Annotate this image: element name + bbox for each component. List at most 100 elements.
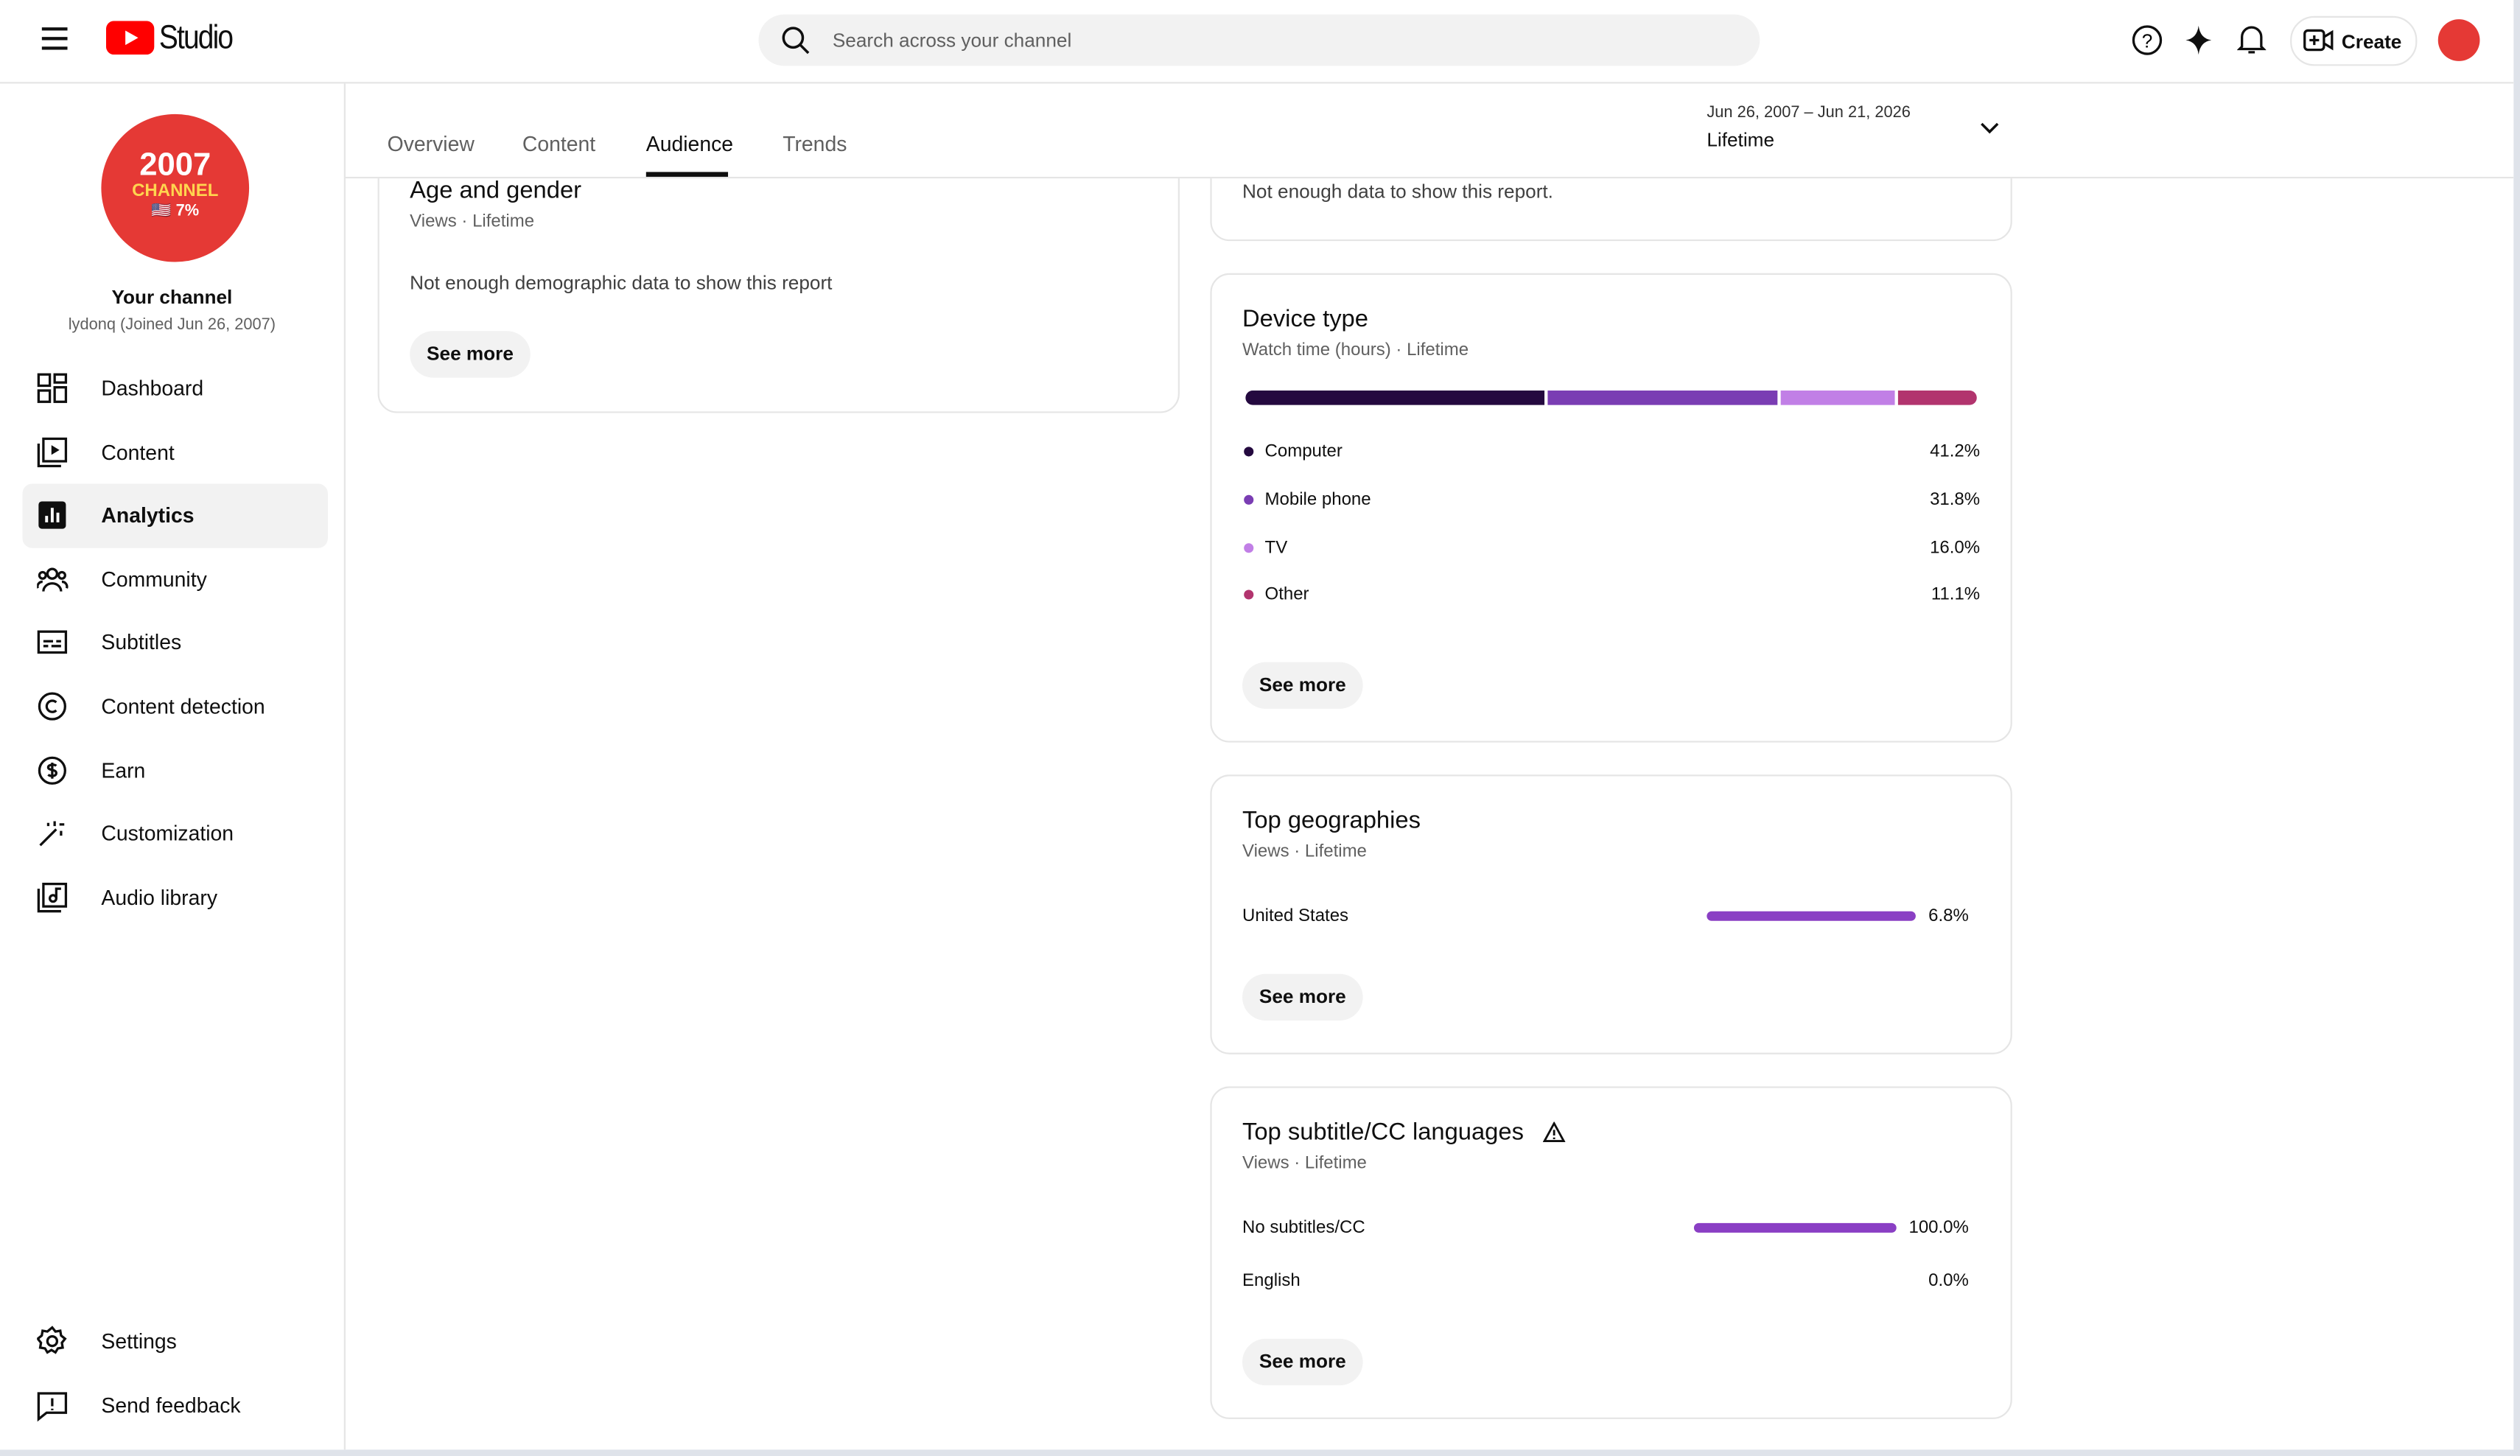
nav-icon <box>37 1392 68 1422</box>
channel-title: Your channel <box>111 286 233 309</box>
nav-icon <box>37 882 68 912</box>
tab-bar: Overview Content Audience Trends Jun 26, 20… <box>345 83 2514 179</box>
date-period[interactable]: Lifetime <box>1707 128 1775 152</box>
card-subtitle: Views · Lifetime <box>410 211 535 232</box>
search-box[interactable]: Search across your channel <box>758 14 1760 66</box>
row-label: English <box>1242 1271 1301 1291</box>
avatar-line: CHANNEL <box>132 181 219 201</box>
nav-icon <box>39 821 65 847</box>
nav-item[interactable]: Content detection <box>23 675 328 739</box>
logo-text: Studio <box>158 19 234 57</box>
dropdown-icon[interactable] <box>1980 122 1999 135</box>
top-geographies-card: Top geographies Views · Lifetime See mor… <box>1210 774 2012 1054</box>
legend-dot <box>1244 542 1254 553</box>
nav-icon <box>37 436 68 467</box>
nav-label: Audio library <box>101 885 218 910</box>
card-title: Age and gender <box>410 176 582 205</box>
legend-value: 16.0% <box>1930 537 1981 557</box>
card-subtitle: Views · Lifetime <box>1242 841 1367 862</box>
nav-item[interactable]: Audio library <box>23 866 328 930</box>
nav-item[interactable]: Content <box>23 421 328 485</box>
subtitle-languages-card: Top subtitle/CC languages Views · Lifeti… <box>1210 1086 2012 1419</box>
help-icon[interactable]: ? <box>2131 24 2163 57</box>
nav-icon <box>37 567 69 592</box>
empty-message: Not enough demographic data to show this… <box>410 271 833 295</box>
sidebar: 2007 CHANNEL 🇺🇸 7% Your channel lydonq (… <box>0 83 346 1450</box>
nav-item[interactable]: Settings <box>23 1310 328 1374</box>
avatar-line: 🇺🇸 7% <box>151 202 200 220</box>
device-bar-segment <box>1897 391 1977 405</box>
device-bar-segment <box>1245 391 1545 405</box>
nav-label: Dashboard <box>101 376 204 401</box>
see-more-button[interactable]: See more <box>1242 1338 1363 1386</box>
nav-icon <box>37 373 68 403</box>
logo-icon[interactable] <box>105 21 155 55</box>
tab[interactable]: Overview <box>387 131 475 156</box>
legend-label: Mobile phone <box>1264 489 1371 509</box>
see-more-button[interactable]: See more <box>1242 973 1363 1021</box>
date-range[interactable]: Jun 26, 2007 – Jun 21, 2026 <box>1707 104 1911 122</box>
legend-label: Computer <box>1264 441 1343 461</box>
row-label: No subtitles/CC <box>1242 1218 1365 1238</box>
nav-item[interactable]: Send feedback <box>23 1374 328 1438</box>
nav-label: Customization <box>101 821 234 846</box>
nav-label: Community <box>101 567 207 592</box>
create-label: Create <box>2341 30 2402 53</box>
row-value: 6.8% <box>1928 906 1969 926</box>
legend-value: 41.2% <box>1930 441 1981 461</box>
nav-item[interactable]: Subtitles <box>23 612 328 676</box>
row-bar <box>1693 1222 1897 1233</box>
nav-label: Send feedback <box>101 1393 241 1418</box>
create-icon <box>2303 29 2334 52</box>
account-avatar[interactable] <box>2437 19 2480 61</box>
nav-icon <box>38 755 66 785</box>
nav-icon <box>37 1326 67 1354</box>
nav-item[interactable]: Customization <box>23 802 328 867</box>
card-title: Top subtitle/CC languages <box>1242 1119 1524 1147</box>
card-subtitle: Watch time (hours) · Lifetime <box>1242 340 1469 360</box>
channel-subtitle: lydonq (Joined Jun 26, 2007) <box>68 316 276 335</box>
legend-label: Other <box>1264 585 1309 605</box>
channel-avatar: 2007 CHANNEL 🇺🇸 7% <box>101 113 250 262</box>
row-value: 0.0% <box>1928 1271 1969 1291</box>
sparkle-icon[interactable] <box>2184 24 2213 57</box>
nav-label: Subtitles <box>101 630 182 655</box>
nav-item[interactable]: Earn <box>23 738 328 802</box>
nav-item[interactable]: Analytics <box>22 483 328 549</box>
nav-icon <box>38 501 66 529</box>
row-label: United States <box>1242 906 1349 926</box>
see-more-button[interactable]: See more <box>1242 662 1363 709</box>
nav-label: Content <box>101 439 175 464</box>
nav-item[interactable]: Community <box>23 547 328 612</box>
legend-value: 11.1% <box>1931 585 1981 605</box>
menu-icon[interactable] <box>41 27 68 50</box>
tab[interactable]: Audience <box>645 131 734 156</box>
nav-label: Content detection <box>101 694 265 718</box>
row-value: 100.0% <box>1908 1218 1969 1238</box>
legend-dot <box>1244 590 1254 601</box>
device-bar-segment <box>1780 391 1894 405</box>
nav-icon <box>37 631 68 655</box>
create-button[interactable]: Create <box>2290 15 2418 66</box>
tab-underline <box>645 172 729 177</box>
device-bar-segment <box>1547 391 1777 405</box>
empty-message: Not enough data to show this report. <box>1242 180 1553 203</box>
nav-label: Settings <box>101 1329 177 1354</box>
legend-value: 31.8% <box>1930 489 1981 509</box>
card-subtitle: Views · Lifetime <box>1242 1154 1367 1174</box>
legend-dot <box>1244 494 1254 505</box>
legend-dot <box>1244 447 1254 457</box>
warning-icon[interactable] <box>1542 1121 1566 1143</box>
nav-item[interactable]: Dashboard <box>23 357 328 421</box>
svg-text:?: ? <box>2142 29 2153 52</box>
nav-label: Earn <box>101 757 146 783</box>
top-bar: Studio Search across your channel ? Crea… <box>0 0 2514 84</box>
tab[interactable]: Trends <box>783 131 847 156</box>
see-more-button[interactable]: See more <box>410 331 531 378</box>
tab[interactable]: Content <box>522 131 596 156</box>
card-title: Device type <box>1242 305 1368 333</box>
bell-icon[interactable] <box>2237 23 2267 57</box>
search-icon <box>782 27 810 55</box>
nav-icon <box>38 692 66 721</box>
